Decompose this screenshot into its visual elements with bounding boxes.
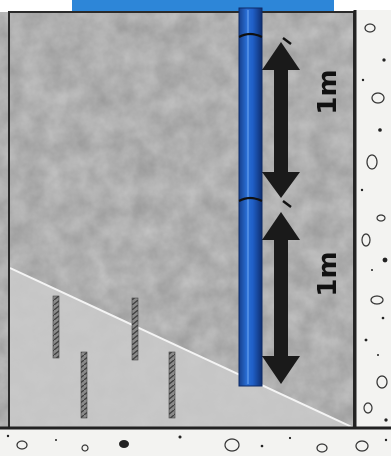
lower-spacing-label: 1m bbox=[313, 251, 343, 296]
rebar-bar bbox=[80, 351, 88, 419]
concrete-wall-right bbox=[353, 10, 391, 428]
excavation-slope-line bbox=[9, 267, 355, 429]
rebar-bar bbox=[168, 351, 176, 419]
rebar-bar bbox=[52, 295, 60, 359]
concrete-floor bbox=[0, 426, 391, 456]
dimension-tick-lower bbox=[282, 200, 292, 208]
top-band bbox=[72, 0, 334, 12]
rebar-group bbox=[52, 295, 176, 419]
dimension-arrow-icon bbox=[262, 42, 300, 198]
vertical-pipe bbox=[238, 7, 263, 387]
dimension-arrow-icon bbox=[262, 212, 300, 384]
rebar-bar bbox=[131, 297, 139, 361]
dimension-tick-upper bbox=[282, 37, 292, 45]
upper-spacing-label: 1m bbox=[313, 69, 343, 114]
pipe-joint-upper bbox=[238, 32, 263, 38]
pipe-joint-lower bbox=[238, 196, 263, 202]
